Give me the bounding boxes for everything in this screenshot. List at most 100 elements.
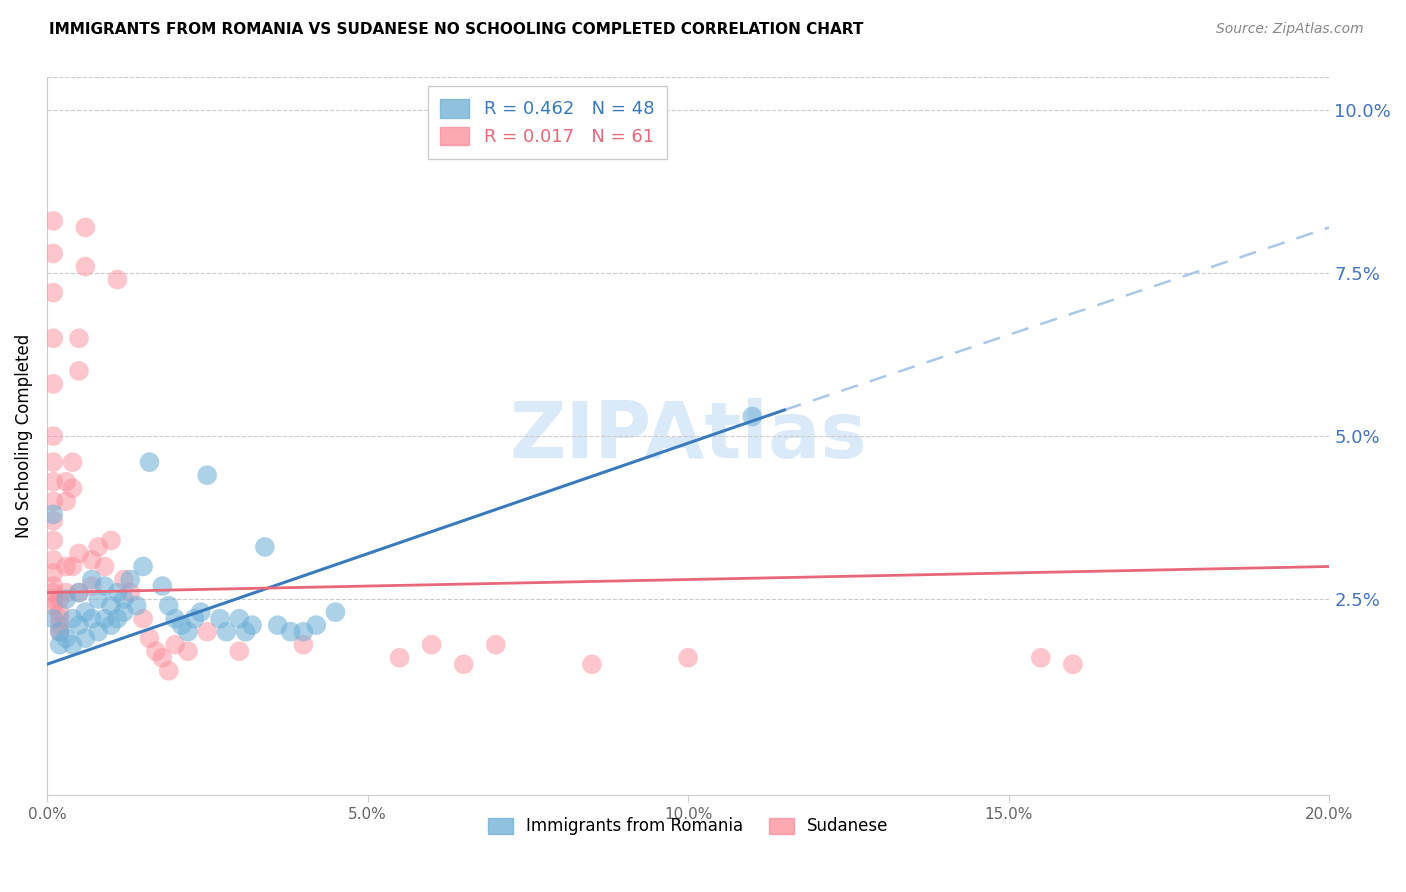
Point [100,599,122,613]
Point [75,260,97,274]
Point [292,624,315,639]
Point [676,650,699,665]
Point [453,657,475,672]
Point [55,585,77,599]
Point [42,246,65,260]
Point [42,494,65,508]
Point [42,455,65,469]
Point [100,533,122,548]
Point [48,612,70,626]
Point [235,624,257,639]
Point [62,481,84,495]
Point [157,599,180,613]
Point [62,559,84,574]
Text: Source: ZipAtlas.com: Source: ZipAtlas.com [1216,22,1364,37]
Point [67,585,90,599]
Point [165,638,187,652]
Point [253,540,276,554]
Point [170,618,193,632]
Point [87,624,110,639]
Point [48,624,70,639]
Point [42,592,65,607]
Point [75,605,97,619]
Point [228,612,250,626]
Point [150,650,173,665]
Point [138,455,160,469]
Y-axis label: No Schooling Completed: No Schooling Completed [15,334,32,538]
Point [145,644,167,658]
Point [325,605,347,619]
Point [195,468,218,483]
Text: ZIPAtlas: ZIPAtlas [509,398,868,474]
Point [125,599,148,613]
Point [42,553,65,567]
Point [42,579,65,593]
Point [42,475,65,489]
Point [112,573,135,587]
Point [62,455,84,469]
Point [132,559,155,574]
Point [485,638,508,652]
Point [208,612,231,626]
Point [1029,650,1052,665]
Point [195,624,218,639]
Point [150,579,173,593]
Point [80,553,103,567]
Point [42,508,65,522]
Point [93,612,115,626]
Point [292,638,315,652]
Point [388,650,411,665]
Point [48,618,70,632]
Point [240,618,263,632]
Point [157,664,180,678]
Text: IMMIGRANTS FROM ROMANIA VS SUDANESE NO SCHOOLING COMPLETED CORRELATION CHART: IMMIGRANTS FROM ROMANIA VS SUDANESE NO S… [49,22,863,37]
Point [67,618,90,632]
Point [100,618,122,632]
Point [107,585,129,599]
Point [42,612,65,626]
Point [165,612,187,626]
Point [177,644,200,658]
Point [80,612,103,626]
Point [75,220,97,235]
Point [177,624,200,639]
Point [132,612,155,626]
Point [107,272,129,286]
Point [62,638,84,652]
Point [42,214,65,228]
Point [75,631,97,645]
Point [55,494,77,508]
Point [1062,657,1084,672]
Point [190,605,212,619]
Point [48,605,70,619]
Point [55,592,77,607]
Point [120,573,142,587]
Point [138,631,160,645]
Point [280,624,302,639]
Point [87,540,110,554]
Point [42,376,65,391]
Point [42,533,65,548]
Point [42,514,65,528]
Point [305,618,328,632]
Point [42,429,65,443]
Point [112,605,135,619]
Point [55,631,77,645]
Point [80,573,103,587]
Point [42,285,65,300]
Point [581,657,603,672]
Point [67,331,90,345]
Point [67,585,90,599]
Point [48,592,70,607]
Point [87,592,110,607]
Point [42,599,65,613]
Point [120,585,142,599]
Point [741,409,763,424]
Point [93,579,115,593]
Legend: Immigrants from Romania, Sudanese: Immigrants from Romania, Sudanese [479,809,897,844]
Point [48,638,70,652]
Point [67,546,90,560]
Point [215,624,238,639]
Point [67,364,90,378]
Point [107,612,129,626]
